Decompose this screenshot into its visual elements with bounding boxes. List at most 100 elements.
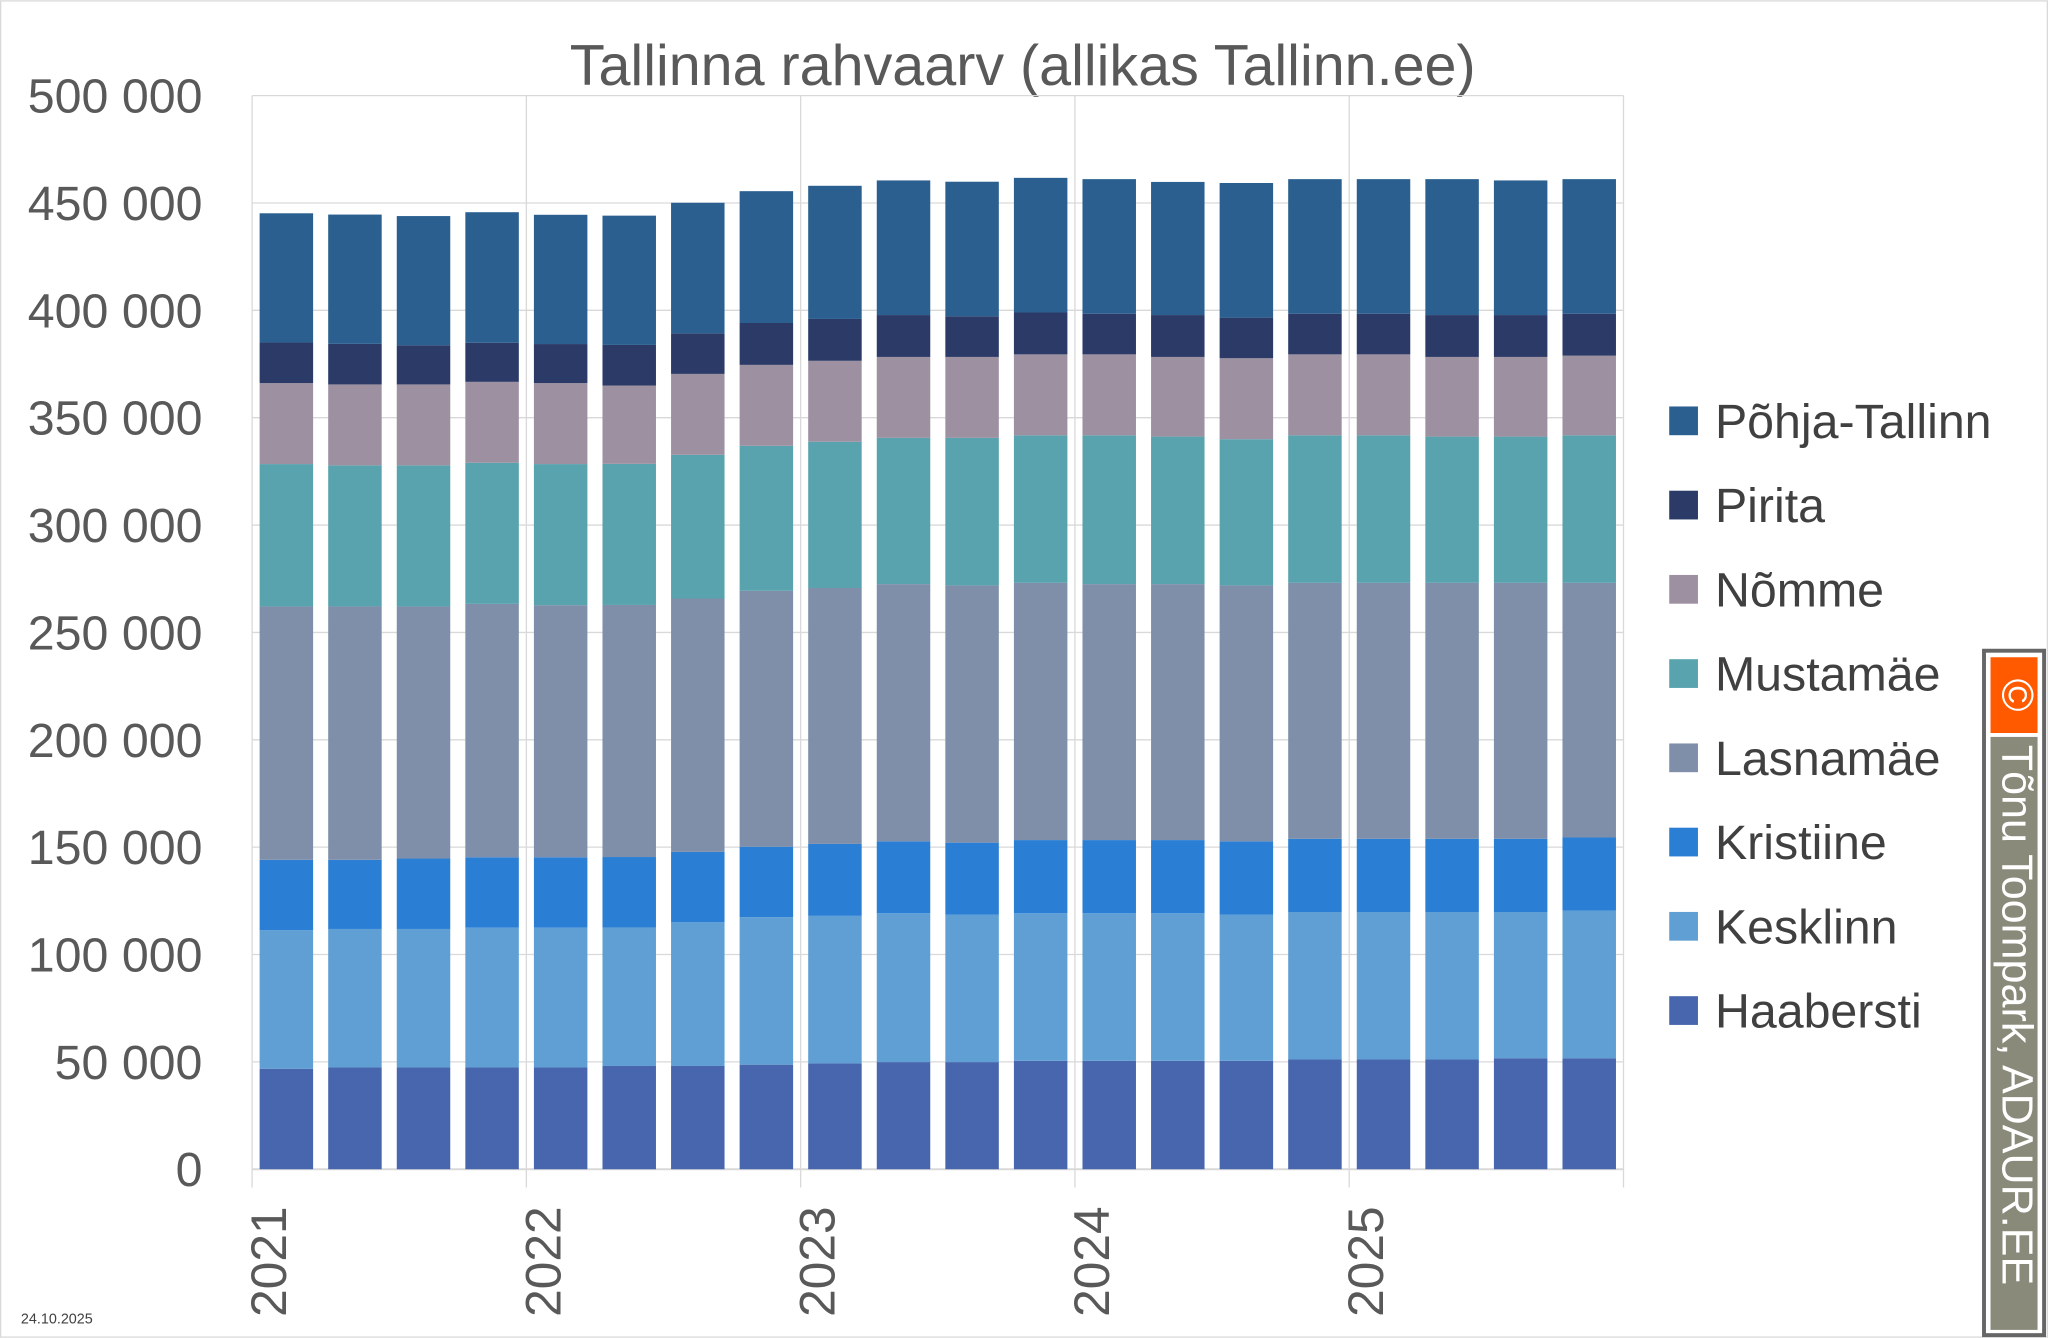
bar-segment-mustamäe bbox=[602, 463, 656, 605]
bar-segment-põhja-tallinn bbox=[808, 185, 862, 319]
bar-segment-kristiine bbox=[671, 851, 725, 923]
bar-segment-mustamäe bbox=[1013, 435, 1068, 583]
bar-segment-lasnamäe bbox=[328, 606, 382, 860]
bar-segment-nõmme bbox=[259, 383, 314, 465]
bar-segment-põhja-tallinn bbox=[602, 215, 656, 345]
bar-segment-haabersti bbox=[1425, 1059, 1479, 1170]
bar-segment-haabersti bbox=[533, 1067, 588, 1170]
bar-segment-kristiine bbox=[876, 841, 931, 914]
bar-segment-kesklinn bbox=[671, 922, 725, 1066]
bar-segment-kesklinn bbox=[945, 914, 999, 1063]
legend-label: Pirita bbox=[1715, 479, 1825, 533]
bar-segment-kesklinn bbox=[465, 927, 519, 1068]
bar-segment-lasnamäe bbox=[1288, 582, 1342, 839]
bar-segment-nõmme bbox=[533, 383, 588, 465]
bar-segment-haabersti bbox=[328, 1067, 382, 1170]
y-tick-label: 200 000 bbox=[28, 714, 203, 768]
bar-segment-mustamäe bbox=[1493, 436, 1548, 583]
bar-segment-kesklinn bbox=[808, 915, 862, 1064]
y-tick-label: 300 000 bbox=[28, 499, 203, 553]
date-label: 24.10.2025 bbox=[21, 1311, 93, 1327]
legend-swatch bbox=[1669, 406, 1698, 436]
bar-segment-mustamäe bbox=[1219, 439, 1274, 586]
bar-segment-haabersti bbox=[1151, 1060, 1205, 1170]
bar-segment-lasnamäe bbox=[1013, 582, 1068, 841]
bar-segment-põhja-tallinn bbox=[1425, 179, 1479, 316]
bar-segment-nõmme bbox=[602, 385, 656, 464]
bar-segment-pirita bbox=[1219, 317, 1274, 359]
bar-segment-mustamäe bbox=[945, 437, 999, 586]
bar-segment-nõmme bbox=[1425, 356, 1479, 437]
x-tick-label: 2021 bbox=[241, 1206, 297, 1316]
bar-segment-lasnamäe bbox=[1493, 582, 1548, 839]
bar-segment-kesklinn bbox=[1562, 910, 1616, 1059]
bar-segment-põhja-tallinn bbox=[465, 212, 519, 343]
bar-segment-kristiine bbox=[259, 859, 314, 931]
bar-segment-põhja-tallinn bbox=[1493, 180, 1548, 316]
y-tick-label: 0 bbox=[176, 1143, 203, 1197]
bar-segment-põhja-tallinn bbox=[1356, 179, 1411, 314]
bar-segment-lasnamäe bbox=[876, 584, 931, 842]
bar-segment-põhja-tallinn bbox=[328, 214, 382, 344]
bar-segment-põhja-tallinn bbox=[1151, 181, 1205, 316]
bar-segment-kristiine bbox=[533, 857, 588, 928]
bar-segment-kristiine bbox=[1356, 838, 1411, 913]
bar-segment-nõmme bbox=[808, 360, 862, 442]
bar-segment-põhja-tallinn bbox=[1219, 183, 1274, 318]
bar-segment-kristiine bbox=[1013, 840, 1068, 914]
bar-segment-lasnamäe bbox=[1562, 582, 1616, 838]
bar-segment-nõmme bbox=[396, 384, 451, 466]
bar-segment-põhja-tallinn bbox=[945, 181, 999, 317]
bar-segment-mustamäe bbox=[1356, 435, 1411, 583]
legend-label: Lasnamäe bbox=[1715, 732, 1941, 786]
legend-label: Kristiine bbox=[1715, 816, 1887, 870]
bar-segment-kristiine bbox=[1562, 837, 1616, 911]
y-tick-label: 350 000 bbox=[28, 392, 203, 446]
bar-segment-haabersti bbox=[671, 1065, 725, 1170]
bar-segment-nõmme bbox=[739, 364, 794, 446]
legend-swatch bbox=[1669, 911, 1698, 941]
bar-segment-mustamäe bbox=[1082, 435, 1136, 585]
bar-segment-mustamäe bbox=[671, 454, 725, 599]
bar-segment-pirita bbox=[1082, 313, 1136, 355]
bar-segment-kesklinn bbox=[1013, 913, 1068, 1061]
bar-segment-lasnamäe bbox=[602, 604, 656, 858]
bar-segment-haabersti bbox=[1082, 1060, 1136, 1170]
bar-segment-mustamäe bbox=[1562, 435, 1616, 583]
bar-segment-kesklinn bbox=[876, 913, 931, 1063]
bar-segment-kesklinn bbox=[259, 930, 314, 1069]
bar-segment-kristiine bbox=[1493, 838, 1548, 913]
bar-segment-kesklinn bbox=[1356, 912, 1411, 1060]
bar-segment-pirita bbox=[328, 343, 382, 385]
bar-segment-lasnamäe bbox=[739, 590, 794, 847]
bar-segment-pirita bbox=[1562, 313, 1616, 356]
bar-segment-kesklinn bbox=[533, 927, 588, 1068]
y-tick-label: 250 000 bbox=[28, 606, 203, 660]
y-tick-label: 100 000 bbox=[28, 928, 203, 982]
bar-segment-lasnamäe bbox=[259, 606, 314, 860]
bar-segment-lasnamäe bbox=[1425, 582, 1479, 839]
bar-segment-kesklinn bbox=[396, 928, 451, 1068]
legend-swatch bbox=[1669, 659, 1698, 688]
bar-segment-lasnamäe bbox=[465, 603, 519, 858]
bar-segment-põhja-tallinn bbox=[1013, 177, 1068, 313]
bar-segment-lasnamäe bbox=[808, 587, 862, 844]
bar-segment-lasnamäe bbox=[533, 605, 588, 858]
bar-segment-lasnamäe bbox=[1082, 584, 1136, 841]
bar-segment-pirita bbox=[1288, 313, 1342, 355]
bar-segment-mustamäe bbox=[465, 462, 519, 604]
bar-segment-pirita bbox=[602, 344, 656, 386]
bar-segment-lasnamäe bbox=[1356, 582, 1411, 839]
bar-segment-nõmme bbox=[1219, 358, 1274, 440]
bar-segment-põhja-tallinn bbox=[876, 180, 931, 316]
bars bbox=[259, 177, 1616, 1170]
bar-segment-kristiine bbox=[328, 859, 382, 929]
bar-segment-pirita bbox=[1151, 315, 1205, 357]
legend-swatch bbox=[1669, 490, 1698, 520]
legend-swatch bbox=[1669, 574, 1698, 604]
bar-segment-haabersti bbox=[396, 1067, 451, 1170]
bar-segment-põhja-tallinn bbox=[1082, 179, 1136, 314]
bar-segment-põhja-tallinn bbox=[396, 216, 451, 346]
bar-segment-mustamäe bbox=[808, 441, 862, 588]
bar-segment-kristiine bbox=[1151, 840, 1205, 914]
